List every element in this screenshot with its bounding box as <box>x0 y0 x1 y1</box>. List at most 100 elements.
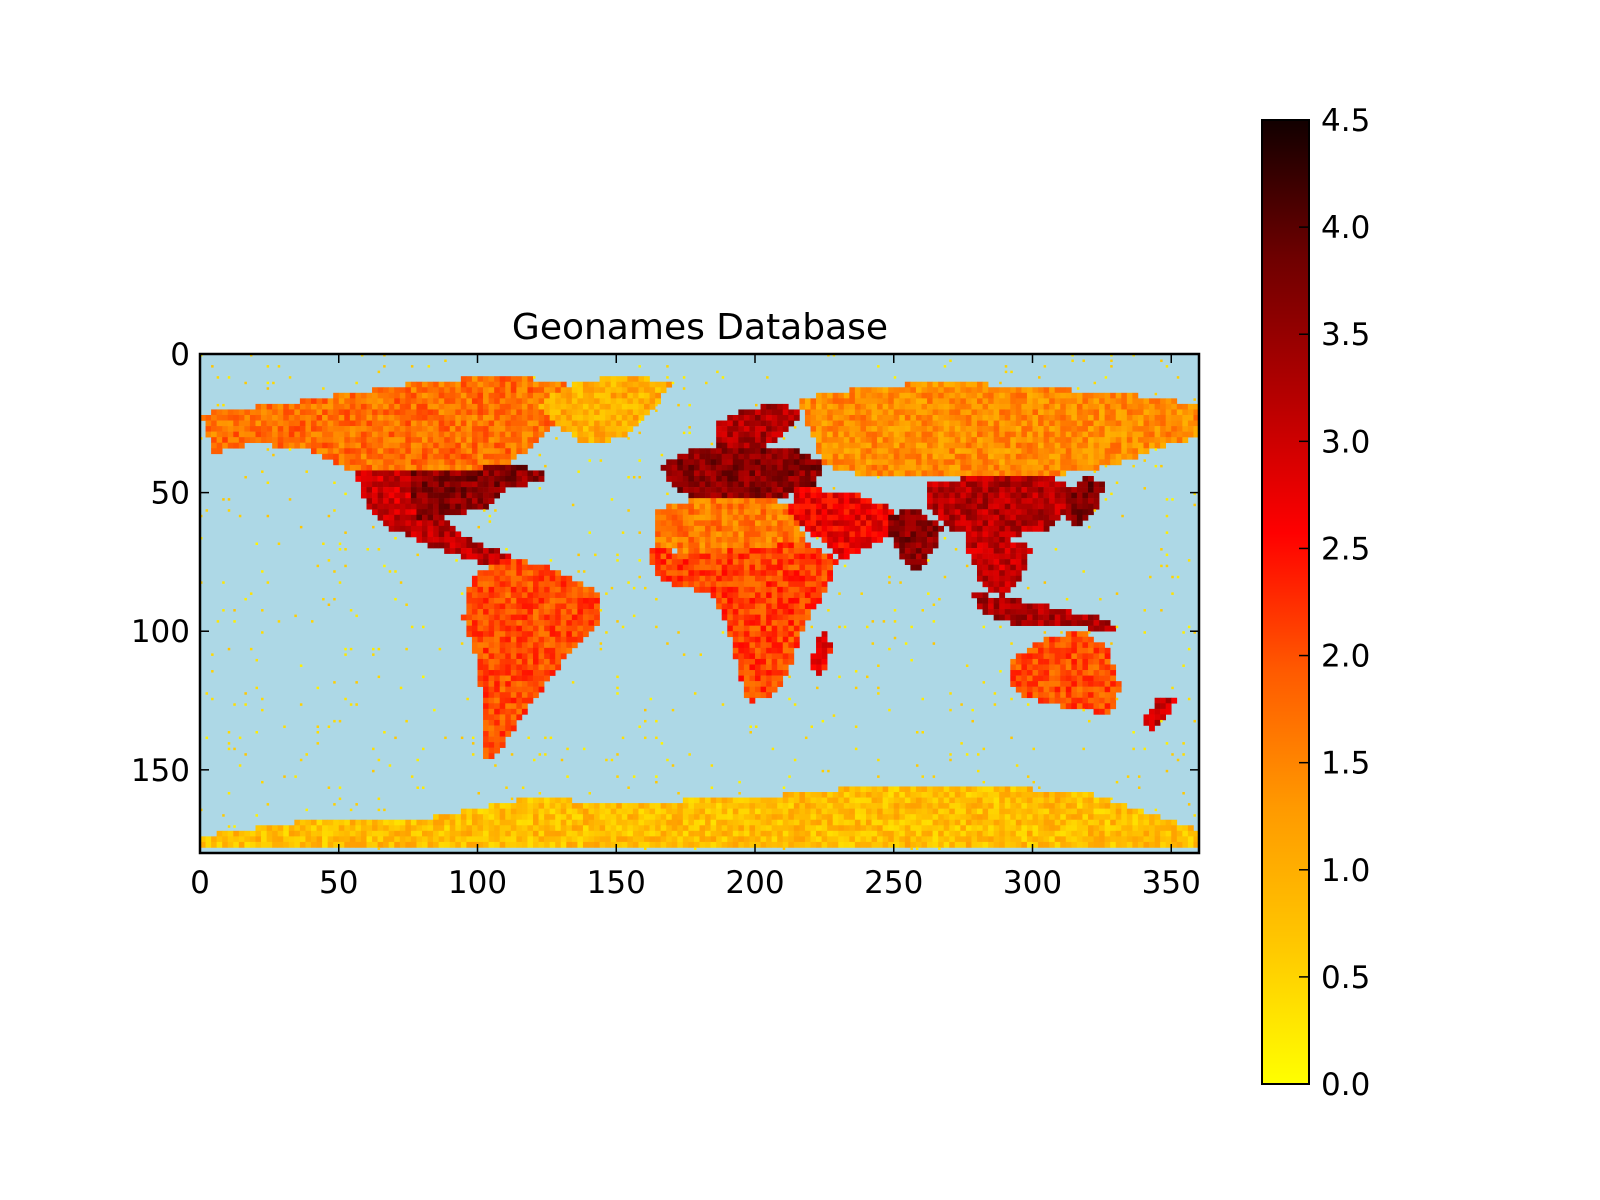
heatmap-cell <box>527 686 534 693</box>
heatmap-cell <box>977 420 983 427</box>
heatmap-cell <box>710 459 717 466</box>
heatmap-cell <box>588 409 595 416</box>
heatmap-cell <box>494 492 500 499</box>
heatmap-cell <box>782 575 789 582</box>
heatmap-cell <box>760 464 767 471</box>
heatmap-cell <box>738 664 745 671</box>
heatmap-cell <box>549 403 556 410</box>
heatmap-cell <box>433 381 439 388</box>
heatmap-cell <box>644 392 650 399</box>
heatmap-cell <box>1193 420 1200 427</box>
heatmap-cell <box>904 525 911 532</box>
heatmap-cell <box>405 431 412 438</box>
heatmap-cell <box>538 403 545 410</box>
heatmap-cell <box>705 492 711 499</box>
heatmap-cell <box>488 614 495 621</box>
heatmap-cell <box>261 609 264 612</box>
heatmap-cell <box>810 525 817 532</box>
heatmap-cell <box>477 542 484 549</box>
heatmap-cell <box>921 398 928 405</box>
heatmap-cell <box>505 559 512 565</box>
heatmap-cell <box>727 492 734 499</box>
heatmap-cell <box>682 475 689 482</box>
heatmap-cell <box>505 664 512 671</box>
heatmap-cell <box>716 498 722 504</box>
heatmap-cell <box>527 597 534 604</box>
heatmap-cell <box>1054 692 1061 699</box>
heatmap-cell <box>949 403 956 410</box>
heatmap-cell <box>999 670 1002 673</box>
heatmap-cell <box>488 464 495 471</box>
heatmap-cell <box>533 592 539 599</box>
heatmap-cell <box>755 686 761 693</box>
heatmap-cell <box>1071 664 1078 671</box>
heatmap-cell <box>993 492 1000 499</box>
heatmap-cell <box>510 703 517 710</box>
heatmap-cell <box>749 498 756 504</box>
heatmap-cell <box>544 636 550 643</box>
heatmap-cell <box>977 492 983 499</box>
heatmap-cell <box>1165 426 1172 432</box>
heatmap-cell <box>1076 520 1083 527</box>
heatmap-cell <box>977 514 983 521</box>
heatmap-cell <box>1038 697 1044 704</box>
heatmap-cell <box>1021 503 1028 510</box>
heatmap-cell <box>1032 470 1039 477</box>
heatmap-cell <box>560 575 567 582</box>
heatmap-cell <box>288 437 295 444</box>
heatmap-cell <box>1182 420 1189 427</box>
heatmap-cell <box>777 509 784 516</box>
heatmap-cell <box>460 481 467 488</box>
heatmap-cell <box>832 525 839 532</box>
heatmap-cell <box>621 431 628 438</box>
heatmap-cell <box>610 420 617 427</box>
heatmap-cell <box>588 437 595 444</box>
heatmap-cell <box>405 487 412 493</box>
heatmap-cell <box>455 459 462 466</box>
heatmap-cell <box>960 387 967 394</box>
heatmap-cell <box>755 492 761 499</box>
heatmap-cell <box>799 609 806 615</box>
heatmap-cell <box>1054 442 1061 449</box>
heatmap-cell <box>1032 692 1039 699</box>
heatmap-cell <box>1054 453 1061 460</box>
heatmap-cell <box>510 559 517 565</box>
heatmap-cell <box>599 437 606 444</box>
heatmap-cell <box>732 498 739 504</box>
heatmap-cell <box>1071 681 1078 687</box>
heatmap-cell <box>793 625 800 632</box>
heatmap-cell <box>755 420 761 427</box>
heatmap-cell <box>977 575 983 582</box>
heatmap-cell <box>516 575 523 582</box>
heatmap-cell <box>999 453 1006 460</box>
heatmap-cell <box>927 525 933 532</box>
heatmap-cell <box>372 420 378 427</box>
heatmap-cell <box>1004 503 1011 510</box>
heatmap-cell <box>588 431 595 438</box>
heatmap-cell <box>394 492 401 499</box>
heatmap-cell <box>949 420 956 427</box>
heatmap-cell <box>1021 464 1028 471</box>
heatmap-cell <box>1110 403 1117 410</box>
heatmap-cell <box>915 437 922 444</box>
heatmap-cell <box>721 548 728 554</box>
heatmap-cell <box>521 586 528 593</box>
heatmap-cell <box>721 631 725 634</box>
heatmap-cell <box>1171 398 1178 405</box>
heatmap-cell <box>915 520 922 527</box>
heatmap-cell <box>1121 403 1128 410</box>
heatmap-cell <box>821 570 828 577</box>
heatmap-cell <box>244 426 251 432</box>
heatmap-cell <box>693 586 700 593</box>
heatmap-cell <box>949 414 956 421</box>
heatmap-cell <box>599 376 606 383</box>
heatmap-cell <box>843 431 850 438</box>
heatmap-cell <box>510 392 517 399</box>
heatmap-cell <box>1038 470 1044 477</box>
heatmap-cell <box>999 503 1006 510</box>
heatmap-cell <box>283 409 290 416</box>
heatmap-cell <box>860 464 867 471</box>
heatmap-cell <box>1076 442 1083 449</box>
heatmap-cell <box>982 414 989 421</box>
heatmap-cell <box>488 708 495 715</box>
